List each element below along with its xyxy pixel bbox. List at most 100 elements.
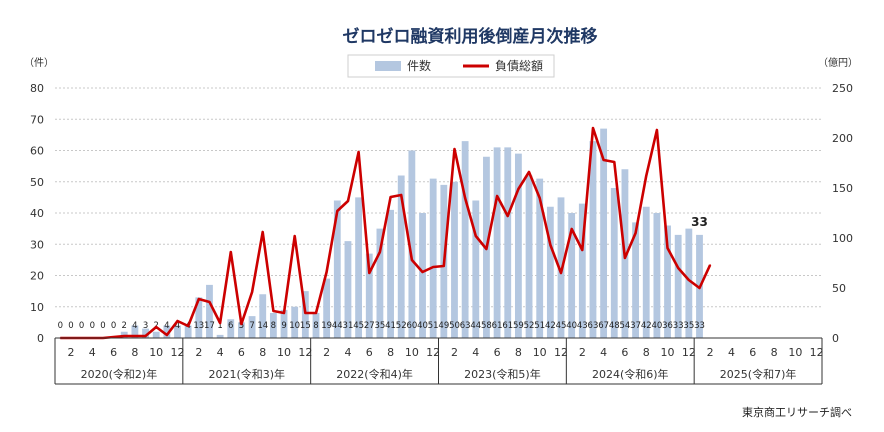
y-right-tick-label: 100	[832, 232, 853, 245]
x-month-tick-label: 8	[515, 346, 522, 359]
x-year-label: 2020(令和2)年	[81, 367, 158, 381]
debt-line	[60, 126, 712, 340]
debt-point	[144, 335, 147, 337]
y-left-tick-label: 10	[30, 301, 44, 314]
count-bar-label: 58	[481, 321, 492, 331]
count-bar-label: 8	[313, 321, 318, 331]
count-bar-label: 10	[289, 321, 300, 331]
x-month-tick-label: 10	[149, 346, 163, 359]
debt-point	[421, 271, 424, 273]
y-left-tick-label: 0	[37, 332, 44, 345]
count-bar-label: 33	[673, 321, 684, 331]
debt-point	[240, 323, 243, 325]
count-bar-label: 0	[100, 321, 105, 331]
debt-point	[283, 312, 285, 314]
y-right-tick-label: 50	[832, 282, 846, 295]
count-bar	[163, 325, 171, 338]
debt-point	[155, 326, 158, 328]
debt-point	[198, 298, 200, 300]
count-bar	[195, 297, 203, 338]
count-bar-label: 35	[374, 321, 385, 331]
count-bar-label: 43	[577, 321, 588, 331]
debt-point	[656, 129, 658, 131]
x-month-tick-label: 10	[661, 346, 675, 359]
x-month-tick-label: 8	[259, 346, 266, 359]
count-bar-label: 40	[566, 321, 577, 331]
x-axis: 2 4 6 8 10 12 2 4 6 8 10 12 2 4 6 8 10 12 2 4 6 8 10 12 2 4 6 8 10 12…	[54, 337, 824, 385]
debt-point	[272, 310, 275, 312]
count-bar	[323, 278, 331, 338]
count-bar-label: 44	[332, 321, 343, 331]
count-bar	[397, 175, 405, 338]
count-bar	[504, 147, 512, 338]
count-bar-label: 52	[396, 321, 407, 331]
count-bar-label: 51	[428, 321, 439, 331]
count-bar	[568, 213, 576, 338]
count-bar	[248, 316, 256, 338]
x-year-label: 2021(令和3)年	[208, 367, 285, 381]
count-bar	[376, 228, 384, 338]
count-bar-label: 44	[470, 321, 481, 331]
count-bar-label: 2	[122, 321, 127, 331]
debt-point	[261, 231, 264, 233]
debt-point	[528, 171, 530, 173]
y-right-tick-label: 0	[832, 332, 839, 345]
count-bar	[429, 178, 437, 338]
x-month-tick-label: 6	[238, 346, 245, 359]
count-bar-label: 45	[353, 321, 364, 331]
count-bar-label: 4	[175, 321, 180, 331]
debt-point	[485, 248, 488, 250]
debt-point	[411, 259, 413, 261]
count-bar	[227, 319, 235, 338]
count-bar	[493, 147, 501, 338]
x-month-tick-label: 4	[472, 346, 479, 359]
x-month-tick-label: 6	[621, 346, 628, 359]
count-bar	[514, 153, 522, 338]
y-right-tick-label: 250	[832, 82, 853, 95]
count-bar-label: 1	[217, 321, 222, 331]
count-bar	[664, 225, 671, 338]
count-bar-label: 45	[556, 321, 567, 331]
debt-point	[624, 257, 626, 259]
count-bar-label: 41	[385, 321, 396, 331]
grid-lines	[55, 87, 822, 339]
count-bar-label: 60	[406, 321, 417, 331]
count-bar	[632, 222, 639, 338]
count-bar	[184, 325, 192, 338]
debt-point	[570, 228, 573, 230]
x-month-tick-label: 2	[451, 346, 458, 359]
count-bar	[653, 213, 661, 338]
count-bar	[238, 322, 245, 338]
x-month-tick-label: 8	[387, 346, 394, 359]
y-left-tick-label: 50	[30, 176, 44, 189]
debt-point	[325, 271, 328, 273]
count-bar	[355, 197, 363, 338]
count-bar	[131, 325, 139, 338]
x-month-tick-label: 4	[728, 346, 735, 359]
x-month-tick-label: 12	[426, 346, 440, 359]
count-bar-label: 33	[694, 321, 705, 331]
debt-point	[229, 251, 232, 253]
count-bar-label: 0	[68, 321, 73, 331]
x-month-tick-label: 4	[217, 346, 224, 359]
count-bar-label: 49	[438, 321, 449, 331]
x-month-tick-label: 6	[749, 346, 756, 359]
source-note: 東京商工リサーチ調べ	[742, 405, 852, 419]
debt-point	[453, 148, 456, 150]
count-bar-label: 0	[90, 321, 95, 331]
debt-point	[187, 325, 189, 327]
x-month-tick-label: 12	[298, 346, 312, 359]
x-month-tick-label: 12	[810, 346, 824, 359]
y-left-tick-label: 40	[30, 207, 44, 220]
x-month-tick-label: 2	[67, 346, 74, 359]
debt-point	[123, 335, 126, 337]
y-left-tick-label: 80	[30, 82, 44, 95]
debt-point	[538, 197, 541, 199]
debt-point	[134, 335, 136, 337]
debt-point	[517, 188, 520, 190]
y-left-tick-label: 20	[30, 270, 44, 283]
count-bar	[461, 141, 469, 338]
x-month-tick-label: 2	[195, 346, 202, 359]
debt-point	[634, 232, 637, 234]
y-right-tick-label: 150	[832, 182, 853, 195]
